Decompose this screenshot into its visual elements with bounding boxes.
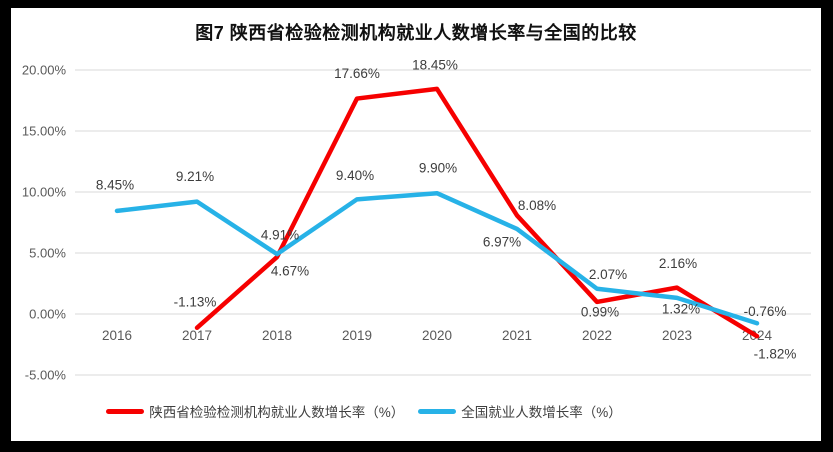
x-axis-tick-label: 2021 [502, 328, 532, 343]
series-line-shaanxi [194, 86, 760, 339]
data-label: 9.90% [419, 161, 457, 176]
legend-swatch-red-line-icon [106, 408, 145, 414]
y-axis-tick-label: 10.00% [22, 185, 67, 200]
data-label: 0.99% [581, 304, 619, 319]
plot-area: 20.00% 15.00% 10.00% 5.00% 0.00% -5.00% 2016 20… [22, 57, 811, 383]
x-axis-tick-label: 2016 [102, 328, 132, 343]
legend: 陕西省检验检测机构就业人数增长率（%） 全国就业人数增长率（%） [0, 401, 769, 421]
legend-item-national: 全国就业人数增长率（%） [418, 401, 622, 421]
chart-title: 图7 陕西省检验检测机构就业人数增长率与全国的比较 [195, 23, 637, 43]
legend-label-shaanxi: 陕西省检验检测机构就业人数增长率（%） [149, 405, 405, 420]
x-axis-tick-label: 2019 [342, 328, 372, 343]
series-line-national [114, 190, 760, 326]
y-axis-tick-label: 0.00% [29, 307, 66, 322]
x-axis-tick-label: 2023 [662, 328, 692, 343]
data-label: -0.76% [744, 304, 787, 319]
data-label: -1.13% [174, 294, 217, 309]
data-label: 8.08% [518, 198, 556, 213]
x-axis-tick-label: 2017 [182, 328, 212, 343]
data-label: 9.21% [176, 169, 214, 184]
data-label: 4.91% [261, 228, 299, 243]
x-axis-tick-label: 2018 [262, 328, 292, 343]
y-axis-tick-label: 15.00% [22, 124, 67, 139]
data-label: 8.45% [96, 177, 134, 192]
y-axis-tick-label: 20.00% [22, 63, 67, 78]
legend-label-national: 全国就业人数增长率（%） [461, 405, 622, 420]
y-axis-tick-label: 5.00% [29, 246, 66, 261]
x-axis-tick-label: 2020 [422, 328, 452, 343]
data-label: 4.67% [271, 264, 309, 279]
legend-item-shaanxi: 陕西省检验检测机构就业人数增长率（%） [106, 401, 404, 421]
data-label: -1.82% [754, 347, 797, 362]
chart-canvas: 图7 陕西省检验检测机构就业人数增长率与全国的比较 20.00% 15.00% 10… [11, 8, 821, 441]
data-label: 6.97% [483, 234, 521, 249]
data-label: 2.16% [659, 256, 697, 271]
data-label: 1.32% [662, 301, 700, 316]
data-label: 9.40% [336, 168, 374, 183]
data-label: 18.45% [412, 57, 458, 72]
x-axis-tick-label: 2022 [582, 328, 612, 343]
legend-swatch-blue-line-icon [418, 408, 457, 414]
data-label: 17.66% [334, 66, 380, 81]
data-label: 2.07% [589, 267, 627, 282]
y-axis-tick-label: -5.00% [25, 368, 67, 383]
